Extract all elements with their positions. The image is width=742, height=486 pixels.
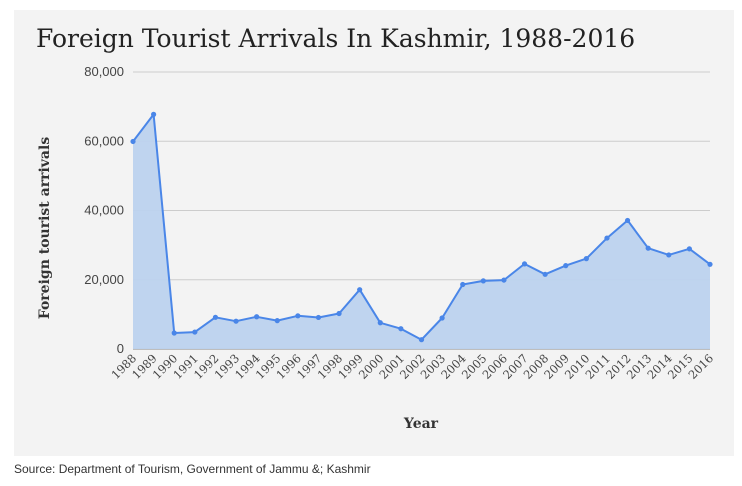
data-point [583,256,589,262]
x-axis-title: Year [403,416,439,432]
data-point [624,217,631,224]
data-point [151,111,157,117]
data-point [604,235,610,241]
data-point [233,318,239,324]
data-point [686,246,692,252]
data-point [315,314,322,321]
data-point [707,261,713,267]
source-note: Source: Department of Tourism, Governmen… [14,462,371,476]
data-point [439,315,445,321]
data-point [192,329,198,335]
y-tick-label: 80,000 [84,64,124,79]
y-tick-label: 40,000 [84,203,124,218]
data-point [130,138,136,145]
y-tick-label: 60,000 [84,133,124,148]
area-fill [133,114,710,350]
data-point [357,287,363,293]
y-tick-label: 20,000 [84,272,124,287]
data-point [274,318,280,324]
data-point [501,277,507,283]
data-point [398,326,404,332]
data-point [542,271,548,277]
data-point [521,261,528,267]
data-point [480,278,486,284]
data-point [418,337,425,343]
data-point [171,330,177,336]
data-point [295,313,301,319]
data-point [212,314,219,320]
chart-title: Foreign Tourist Arrivals In Kashmir, 198… [36,24,636,53]
y-axis-title: Foreign tourist arrivals [37,137,53,320]
data-point [377,320,383,326]
data-point [460,281,466,288]
data-point [336,310,342,317]
y-tick-label: 0 [117,341,124,356]
data-point [254,314,260,320]
data-point [563,263,569,269]
data-point [666,252,672,258]
data-point [645,245,651,251]
